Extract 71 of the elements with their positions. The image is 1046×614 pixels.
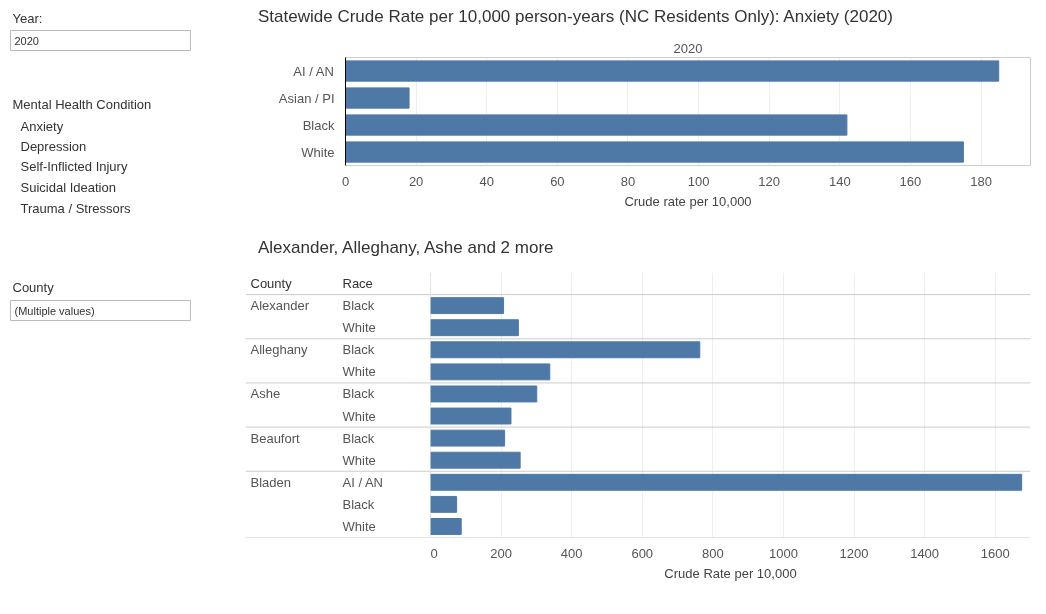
x-tick-label: 40	[479, 173, 494, 189]
y-tick-label: White	[342, 518, 376, 534]
chart-title: Statewide Crude Rate per 10,000 person-years (NC Residents Only): Anxiety (2020)	[258, 6, 893, 28]
x-tick-label: 1000	[768, 545, 798, 561]
x-tick-label: 600	[631, 545, 654, 561]
x-tick-label: 1200	[839, 545, 869, 561]
bar	[345, 141, 964, 163]
x-tick-label: 180	[970, 173, 992, 189]
y-tick-label: Asian / PI	[278, 90, 335, 106]
text: Alexander	[250, 298, 310, 314]
text: 2020	[14, 34, 39, 47]
text: Race	[342, 276, 373, 292]
y-tick-label: Black	[342, 386, 375, 402]
bar	[345, 114, 848, 136]
text: 2020	[673, 40, 703, 56]
text: Year:	[12, 11, 43, 26]
text: Mental Health Condition	[12, 97, 152, 112]
bar	[430, 385, 538, 403]
bar	[345, 87, 410, 109]
y-tick-label: White	[342, 320, 376, 336]
text: County	[12, 280, 55, 295]
x-tick-label: 400	[560, 545, 583, 561]
x-tick-label: 800	[702, 545, 724, 561]
bar	[430, 297, 505, 315]
y-tick-label: Black	[302, 117, 335, 133]
bar	[430, 518, 462, 535]
text: (Multiple values)	[14, 304, 95, 317]
text: Suicidal Ideation	[20, 180, 116, 195]
x-axis-title: Crude Rate per 10,000	[664, 565, 797, 581]
x-tick-label: 0	[430, 545, 438, 561]
x-tick-label: 160	[899, 173, 922, 189]
text: Self-Inflicted Injury	[20, 159, 128, 174]
text: Bladen	[250, 474, 291, 490]
bar	[430, 341, 701, 359]
text: Alleghany	[250, 342, 309, 358]
bar	[430, 473, 1023, 491]
y-tick-label: Black	[342, 496, 375, 512]
text: Trauma / Stressors	[20, 201, 132, 216]
x-tick-label: 60	[550, 173, 565, 189]
y-tick-label: Black	[342, 298, 375, 314]
text: Anxiety	[20, 119, 64, 134]
x-tick-label: 120	[758, 173, 781, 189]
x-tick-label: 1600	[980, 545, 1010, 561]
bar	[430, 451, 521, 469]
x-tick-label: 200	[490, 545, 512, 561]
y-tick-label: AI / AN	[293, 63, 334, 79]
x-tick-label: 20	[408, 173, 424, 189]
text: Beaufort	[250, 430, 301, 446]
x-axis-title: Crude rate per 10,000	[624, 193, 752, 209]
text: County	[250, 276, 293, 292]
y-tick-label: White	[342, 452, 376, 468]
y-tick-label: White	[342, 364, 376, 380]
bar	[345, 60, 1000, 82]
x-tick-label: 80	[620, 173, 636, 189]
text: Depression	[20, 139, 87, 154]
bar	[430, 495, 458, 513]
text: Ashe	[250, 386, 281, 402]
x-tick-label: 1400	[910, 545, 940, 561]
y-tick-label: Black	[342, 342, 375, 358]
chart-title: Alexander, Alleghany, Ashe and 2 more	[258, 237, 554, 259]
bar	[430, 319, 519, 337]
x-tick-label: 0	[341, 173, 350, 189]
y-tick-label: White	[301, 144, 335, 160]
bar	[430, 429, 506, 447]
y-tick-label: Black	[342, 430, 375, 446]
bar	[430, 363, 551, 381]
y-tick-label: AI / AN	[342, 474, 383, 490]
y-tick-label: White	[342, 408, 376, 424]
x-tick-label: 140	[828, 173, 851, 189]
x-tick-label: 100	[687, 173, 710, 189]
bar	[430, 407, 512, 425]
